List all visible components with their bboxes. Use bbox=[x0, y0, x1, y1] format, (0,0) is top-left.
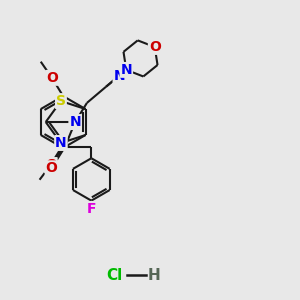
Text: N: N bbox=[69, 115, 81, 129]
Text: N: N bbox=[55, 136, 67, 150]
Text: O: O bbox=[46, 71, 58, 85]
Text: S: S bbox=[56, 94, 66, 108]
Text: O: O bbox=[46, 161, 58, 175]
Text: H: H bbox=[148, 268, 161, 283]
Text: F: F bbox=[87, 202, 96, 216]
Text: N: N bbox=[121, 63, 132, 77]
Text: N: N bbox=[113, 68, 125, 83]
Text: O: O bbox=[45, 158, 57, 172]
Text: O: O bbox=[149, 40, 161, 54]
Text: Cl: Cl bbox=[106, 268, 123, 283]
